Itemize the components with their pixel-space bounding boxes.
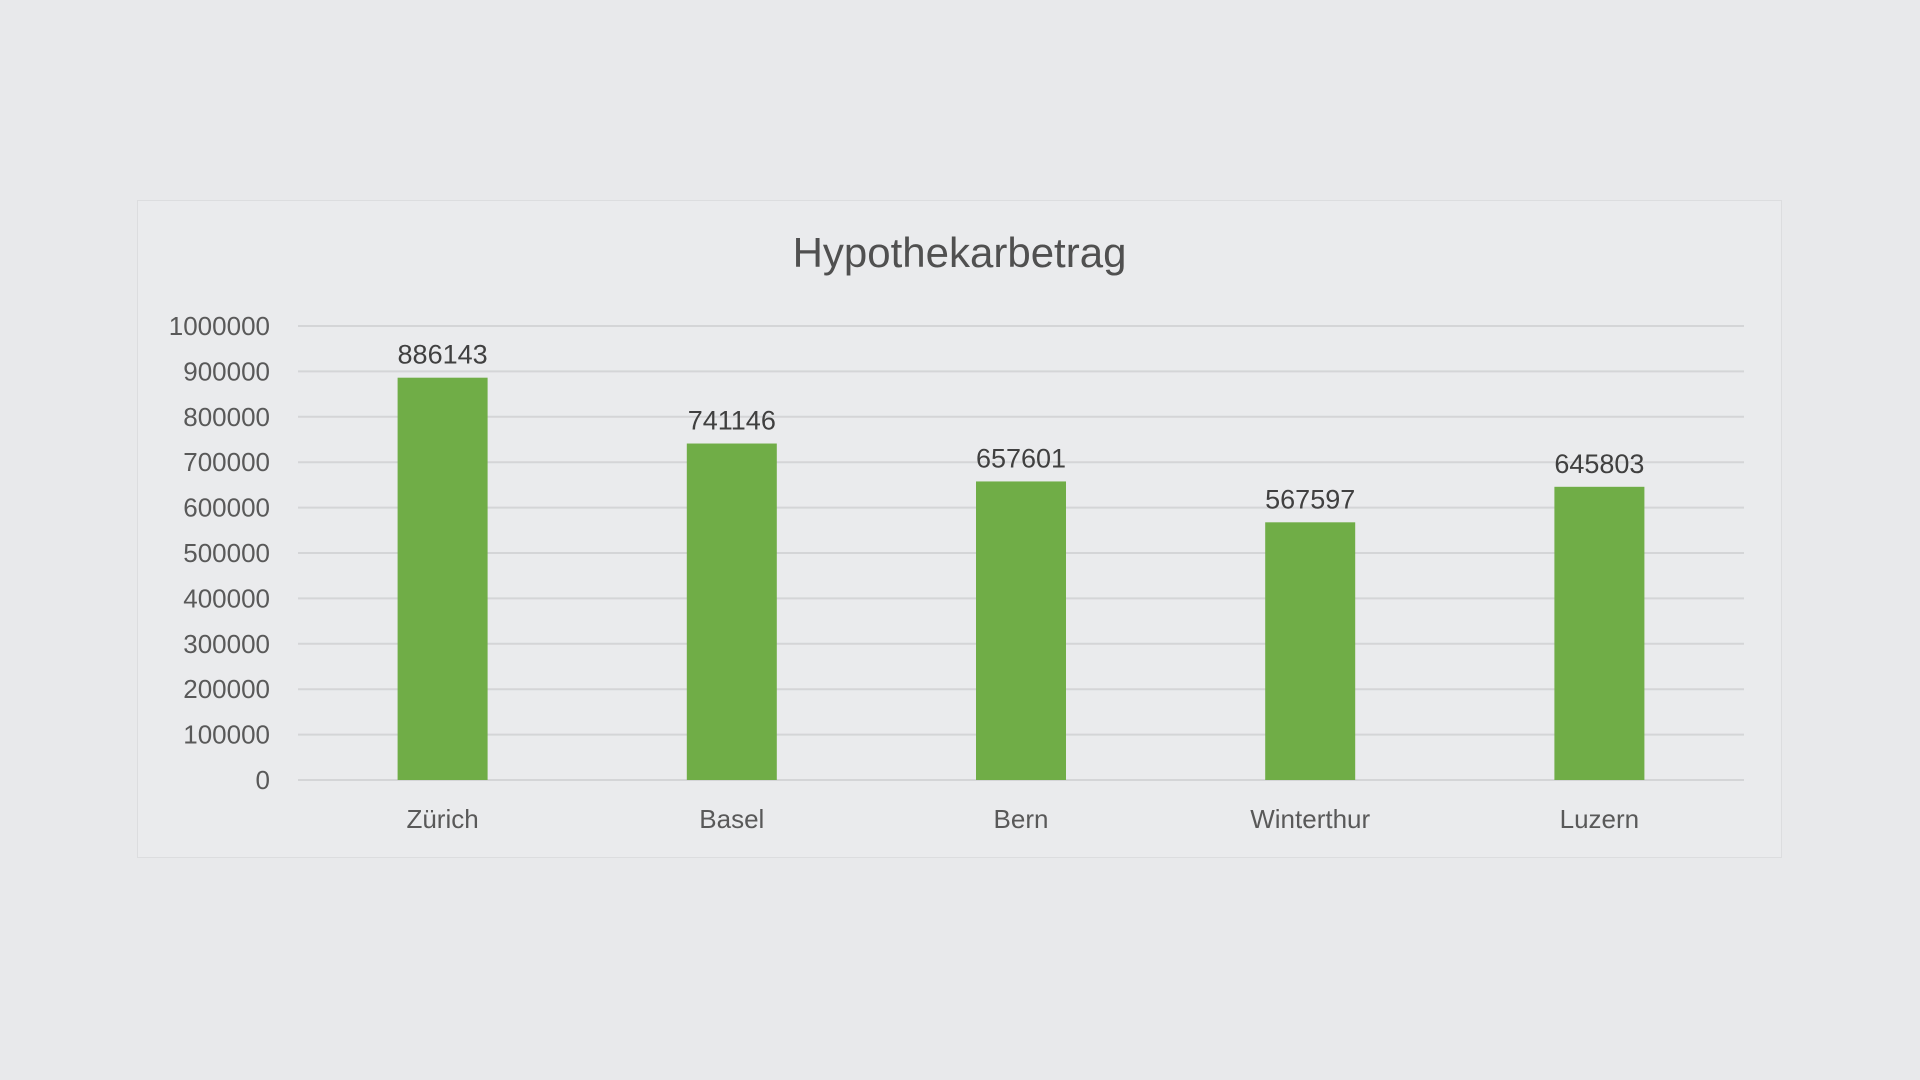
chart-card: Hypothekarbetrag 0 100000 200000 300000 4000… (137, 200, 1782, 858)
data-labels: 886143 741146 657601 567597 645803 (398, 340, 1645, 515)
y-tick-label: 500000 (183, 538, 270, 568)
data-label: 645803 (1554, 449, 1644, 479)
y-tick-label: 200000 (183, 674, 270, 704)
y-tick-label: 100000 (183, 720, 270, 750)
data-label: 567597 (1265, 484, 1355, 514)
y-tick-label: 900000 (183, 356, 270, 386)
bars (397, 377, 1645, 780)
y-tick-label: 600000 (183, 493, 270, 523)
bar (1265, 522, 1356, 780)
x-tick-label: Winterthur (1250, 804, 1370, 834)
y-tick-label: 300000 (183, 629, 270, 659)
x-tick-label: Luzern (1560, 804, 1640, 834)
data-label: 886143 (398, 340, 488, 370)
x-tick-label: Bern (994, 804, 1049, 834)
y-axis-ticks: 0 100000 200000 300000 400000 500000 600000 700… (169, 311, 270, 795)
y-tick-label: 400000 (183, 583, 270, 613)
y-tick-label: 700000 (183, 447, 270, 477)
data-label: 741146 (688, 406, 776, 436)
bar (1554, 486, 1645, 780)
y-tick-label: 800000 (183, 402, 270, 432)
y-tick-label: 1000000 (169, 311, 270, 341)
bar (686, 443, 777, 780)
chart-title: Hypothekarbetrag (792, 229, 1127, 276)
x-axis-ticks: Zürich Basel Bern Winterthur Luzern (406, 804, 1639, 834)
x-tick-label: Zürich (406, 804, 478, 834)
x-tick-label: Basel (699, 804, 764, 834)
bar (976, 481, 1066, 780)
data-label: 657601 (976, 443, 1066, 473)
bar (397, 377, 488, 780)
bar-chart-plot: 0 100000 200000 300000 400000 500000 600000 700… (169, 311, 1744, 834)
y-tick-label: 0 (256, 765, 270, 795)
